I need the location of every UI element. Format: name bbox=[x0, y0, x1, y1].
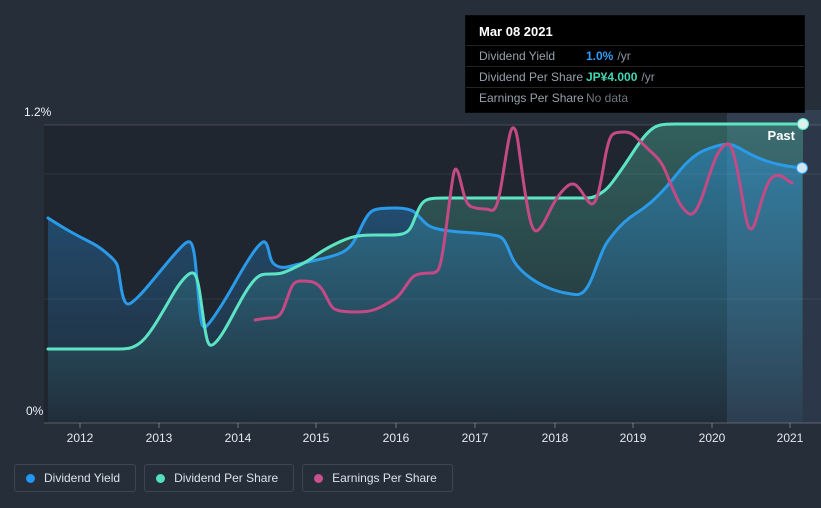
tooltip-label: Earnings Per Share bbox=[479, 91, 584, 105]
tooltip-label: Dividend Yield bbox=[479, 49, 556, 63]
legend-item-dividend-yield[interactable]: Dividend Yield bbox=[14, 464, 137, 492]
chart-legend: Dividend Yield Dividend Per Share Earnin… bbox=[14, 464, 453, 492]
tooltip-row-dividend-yield: Dividend Yield 1.0% /yr bbox=[466, 45, 804, 66]
earnings-per-share-line bbox=[253, 126, 794, 322]
dividend-yield-area bbox=[48, 144, 802, 424]
x-axis: 2012 2013 2014 2015 2016 2017 2018 2019 2020 2021 bbox=[67, 423, 804, 445]
dividend-per-share-dot-icon bbox=[156, 473, 166, 483]
x-axis-label: 2015 bbox=[303, 431, 330, 445]
tooltip-label: Dividend Per Share bbox=[479, 70, 584, 84]
y-axis-label-max: 1.2% bbox=[24, 105, 52, 119]
y-axis-label-zero: 0% bbox=[26, 404, 44, 418]
x-axis-label: 2016 bbox=[383, 431, 410, 445]
x-axis-label: 2017 bbox=[462, 431, 489, 445]
tooltip-date: Mar 08 2021 bbox=[479, 24, 553, 39]
tooltip-unit: /yr bbox=[617, 49, 631, 63]
x-axis-label: 2021 bbox=[777, 431, 804, 445]
legend-item-earnings-per-share[interactable]: Earnings Per Share bbox=[302, 464, 453, 492]
x-axis-label: 2019 bbox=[620, 431, 647, 445]
dividend-history-chart[interactable]: 1.2% 0% Past 2012 2013 2014 2015 2016 2017 201… bbox=[0, 0, 821, 455]
x-axis-label: 2013 bbox=[146, 431, 173, 445]
legend-label: Earnings Per Share bbox=[332, 471, 437, 485]
dividend-per-share-endpoint-dot bbox=[797, 118, 809, 130]
tooltip-value: No data bbox=[586, 91, 629, 105]
tooltip-row-earnings-per-share: Earnings Per Share No data bbox=[466, 87, 804, 108]
chart-tooltip: Mar 08 2021 Dividend Yield 1.0% /yr Divi… bbox=[465, 15, 805, 113]
dividend-per-share-line bbox=[46, 122, 805, 351]
legend-item-dividend-per-share[interactable]: Dividend Per Share bbox=[144, 464, 295, 492]
tooltip-row-dividend-per-share: Dividend Per Share JP¥4.000 /yr bbox=[466, 66, 804, 87]
tooltip-value: 1.0% bbox=[586, 49, 614, 63]
dividend-yield-dot-icon bbox=[26, 473, 35, 483]
dividend-yield-line bbox=[46, 142, 804, 329]
earnings-per-share-dot-icon bbox=[314, 473, 324, 483]
legend-label: Dividend Yield bbox=[44, 471, 121, 485]
x-axis-label: 2018 bbox=[542, 431, 569, 445]
past-label: Past bbox=[768, 128, 796, 143]
legend-label: Dividend Per Share bbox=[174, 471, 279, 485]
x-axis-label: 2012 bbox=[67, 431, 94, 445]
tooltip-unit: /yr bbox=[641, 70, 655, 84]
x-axis-label: 2014 bbox=[225, 431, 252, 445]
x-axis-label: 2020 bbox=[699, 431, 726, 445]
dividend-yield-endpoint-dot bbox=[796, 162, 808, 174]
tooltip-value: JP¥4.000 bbox=[586, 70, 638, 84]
